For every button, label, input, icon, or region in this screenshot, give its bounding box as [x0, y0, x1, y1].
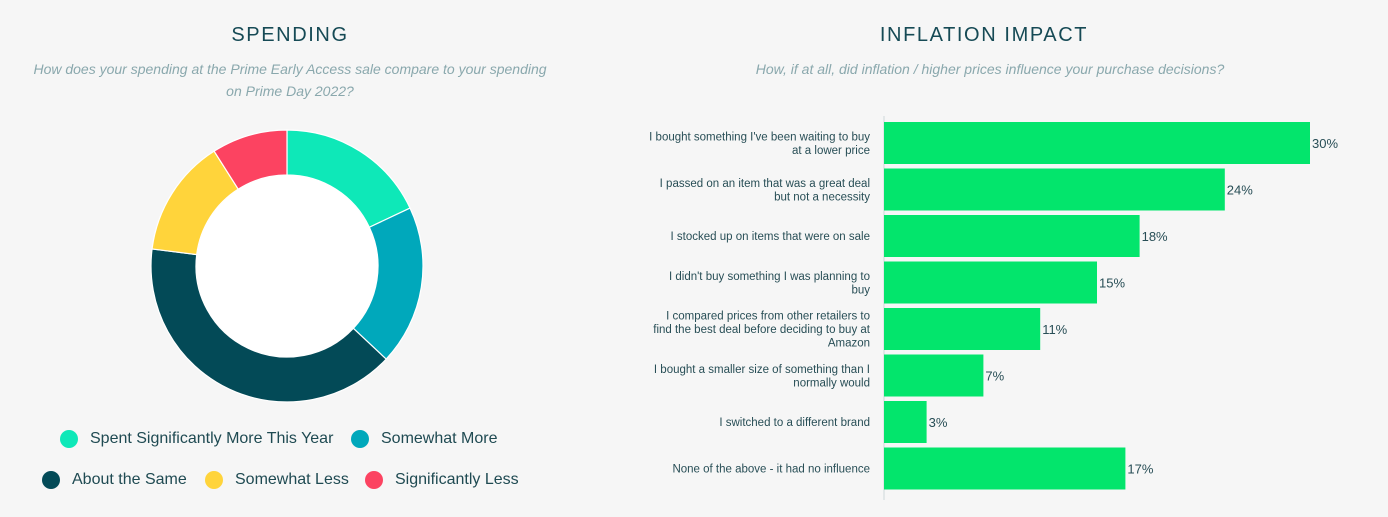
category-label: I passed on an item that was a great dea… [660, 178, 871, 204]
bar-value-label: 11% [1042, 322, 1067, 337]
legend-item: Somewhat More [351, 430, 498, 448]
spending-title: SPENDING [231, 24, 349, 46]
category-label: I compared prices from other retailers t… [653, 311, 871, 350]
legend-item: About the Same [42, 471, 187, 489]
legend-swatch [42, 471, 60, 489]
legend-label: About the Same [72, 471, 187, 488]
bar-value-label: 30% [1312, 136, 1338, 151]
inflation-subtitle: How, if at all, did inflation / higher p… [755, 61, 1225, 77]
bar [884, 354, 984, 397]
bar [884, 168, 1225, 211]
bar [884, 401, 927, 443]
legend-swatch [351, 430, 369, 448]
legend-label: Somewhat More [381, 430, 498, 447]
category-label: I bought something I've been waiting to … [649, 131, 870, 157]
bar-value-label: 7% [985, 369, 1004, 384]
legend-swatch [205, 471, 223, 489]
spending-subtitle: How does your spending at the Prime Earl… [33, 61, 547, 99]
legend-item: Spent Significantly More This Year [60, 430, 333, 448]
bar-value-label: 24% [1227, 183, 1253, 198]
inflation-panel: INFLATION IMPACT How, if at all, did inf… [580, 0, 1388, 517]
inflation-bar-chart: 30% I bought something I've been waiting … [649, 116, 1338, 500]
bar-value-label: 18% [1142, 229, 1168, 244]
bar-value-label: 3% [929, 415, 948, 430]
bar [884, 308, 1041, 350]
category-label: I stocked up on items that were on sale [671, 231, 870, 243]
legend-label: Spent Significantly More This Year [90, 430, 334, 447]
bar [884, 447, 1126, 490]
bar [884, 122, 1310, 164]
category-label: I bought a smaller size of something tha… [654, 364, 870, 390]
legend-item: Somewhat Less [205, 471, 349, 489]
category-label: I switched to a different brand [719, 417, 870, 429]
legend-item: Significantly Less [365, 471, 519, 489]
category-label: None of the above - it had no influence [672, 464, 870, 476]
bar-value-label: 15% [1099, 276, 1125, 291]
donut-slice-5 [213, 129, 288, 190]
legend-swatch [365, 471, 383, 489]
inflation-title: INFLATION IMPACT [879, 24, 1089, 46]
legend-label: Somewhat Less [235, 471, 349, 488]
bar-value-label: 17% [1127, 462, 1153, 477]
bar [884, 261, 1097, 304]
legend-label: Significantly Less [395, 471, 519, 488]
category-label: I didn't buy something I was planning to… [669, 271, 870, 297]
legend-swatch [60, 430, 78, 448]
donut-slice-3 [150, 248, 387, 403]
spending-panel: SPENDING How does your spending at the P… [0, 0, 580, 517]
bar [884, 215, 1140, 257]
spending-donut-chart [150, 129, 424, 403]
